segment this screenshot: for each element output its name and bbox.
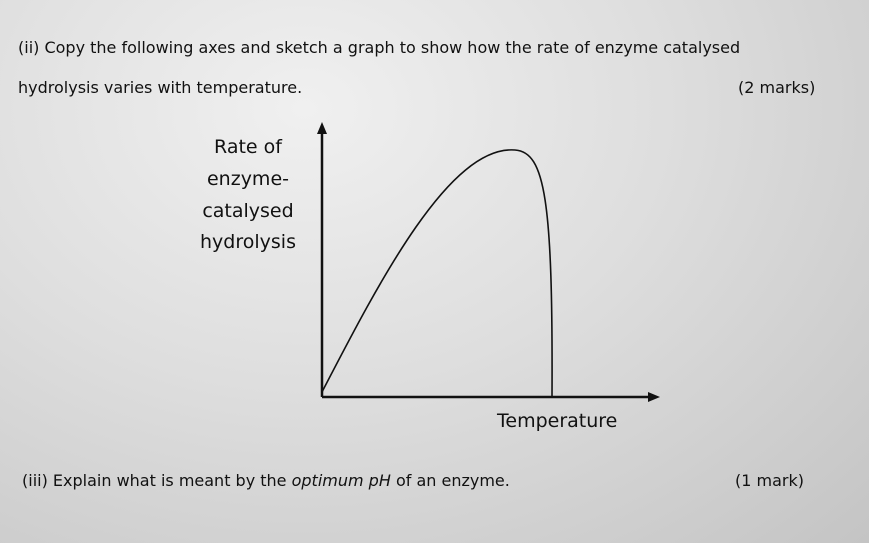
- question-text: hydrolysis varies with temperature.: [18, 78, 303, 97]
- y-axis-label: catalysed: [202, 200, 294, 222]
- question-text: (iii) Explain what is meant by the optim…: [22, 471, 510, 490]
- y-arrow: [317, 122, 327, 134]
- y-axis-label: enzyme-: [206, 168, 289, 190]
- y-axis-label: Rate of: [214, 136, 282, 158]
- text-part: (iii) Explain what is meant by the: [22, 471, 292, 490]
- question-text: (ii) Copy the following axes and sketch …: [18, 38, 741, 57]
- marks: (2 marks): [738, 78, 816, 97]
- x-axis-label: Temperature: [497, 410, 618, 432]
- marks: (1 mark): [735, 471, 804, 490]
- x-arrow: [648, 392, 660, 402]
- y-axis-label: hydrolysis: [200, 231, 296, 253]
- curve: [321, 149, 553, 398]
- text-part: of an enzyme.: [390, 471, 510, 490]
- text-part: optimum pH: [291, 471, 391, 490]
